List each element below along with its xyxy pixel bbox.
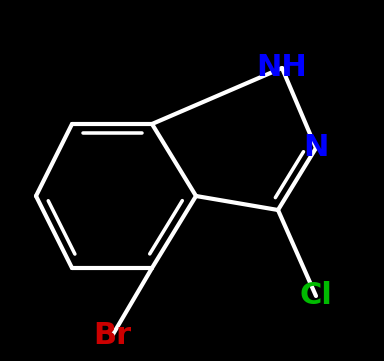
Text: Cl: Cl — [300, 282, 333, 310]
Text: N: N — [303, 134, 329, 162]
Text: Br: Br — [93, 322, 131, 351]
Text: NH: NH — [257, 53, 307, 83]
